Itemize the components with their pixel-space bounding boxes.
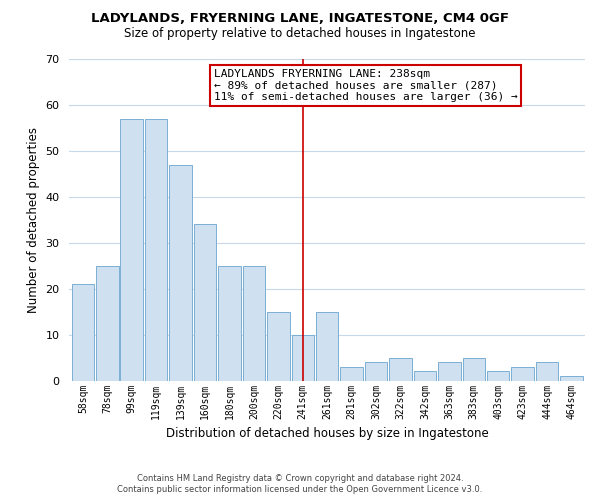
Bar <box>145 118 167 380</box>
Bar <box>365 362 388 380</box>
Bar <box>292 334 314 380</box>
Bar <box>71 284 94 380</box>
Bar <box>389 358 412 380</box>
Bar <box>121 118 143 380</box>
Bar <box>194 224 216 380</box>
Bar <box>487 372 509 380</box>
Bar <box>414 372 436 380</box>
Bar <box>560 376 583 380</box>
Bar <box>267 312 290 380</box>
Bar <box>316 312 338 380</box>
Bar <box>96 266 119 380</box>
Bar <box>536 362 559 380</box>
Bar <box>511 367 534 380</box>
Bar <box>463 358 485 380</box>
Bar <box>340 367 363 380</box>
Bar <box>242 266 265 380</box>
X-axis label: Distribution of detached houses by size in Ingatestone: Distribution of detached houses by size … <box>166 427 488 440</box>
Text: LADYLANDS, FRYERNING LANE, INGATESTONE, CM4 0GF: LADYLANDS, FRYERNING LANE, INGATESTONE, … <box>91 12 509 26</box>
Bar <box>169 164 192 380</box>
Text: Contains HM Land Registry data © Crown copyright and database right 2024.
Contai: Contains HM Land Registry data © Crown c… <box>118 474 482 494</box>
Y-axis label: Number of detached properties: Number of detached properties <box>27 127 40 313</box>
Bar <box>438 362 461 380</box>
Text: LADYLANDS FRYERNING LANE: 238sqm
← 89% of detached houses are smaller (287)
11% : LADYLANDS FRYERNING LANE: 238sqm ← 89% o… <box>214 68 518 102</box>
Text: Size of property relative to detached houses in Ingatestone: Size of property relative to detached ho… <box>124 28 476 40</box>
Bar <box>218 266 241 380</box>
